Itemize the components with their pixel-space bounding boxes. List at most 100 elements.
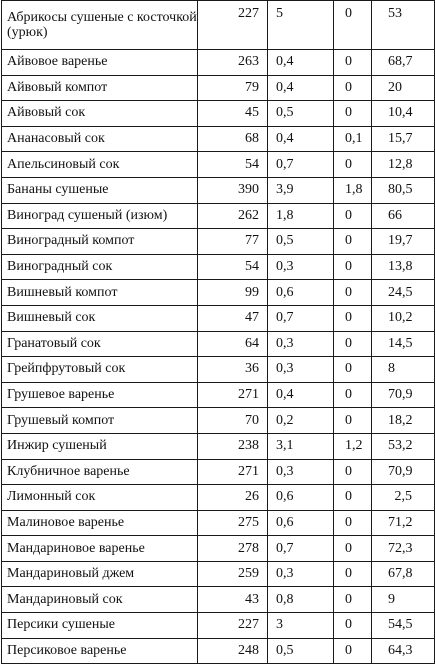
- value-cell-2: 0,3: [267, 253, 334, 281]
- table-row: Мандариновый сок 43 0,8 0 9: [1, 586, 435, 614]
- value-cell-3: 0: [333, 586, 372, 614]
- value-cell-4: 80,5: [371, 176, 435, 204]
- value-cell-2: 0,4: [267, 381, 334, 409]
- table-row: Клубничное варенье 271 0,3 0 70,9: [1, 458, 435, 486]
- table-row: Персики сушеные 227 3 0 54,5: [1, 612, 435, 639]
- product-name-cell: Гранатовый сок: [1, 330, 198, 358]
- value-cell-3: 0: [333, 49, 372, 76]
- value-cell-3: 0: [333, 74, 372, 102]
- value-cell-1: 390: [197, 176, 268, 204]
- table-row: Абрикосы сушеные с косточкой (урюк) 227 5 0…: [1, 0, 435, 50]
- table-row: Грушевое варенье 271 0,4 0 70,9: [1, 381, 435, 409]
- value-cell-3: 1,2: [333, 432, 372, 460]
- table-row: Мандариновое варенье 278 0,7 0 72,3: [1, 535, 435, 562]
- value-cell-4: 70,9: [371, 458, 435, 486]
- value-cell-2: 0,7: [267, 304, 334, 332]
- product-name-cell: Апельсиновый сок: [1, 151, 198, 178]
- value-cell-2: 0,6: [267, 484, 334, 511]
- table-row: Айвовое варенье 263 0,4 0 68,7: [1, 49, 435, 76]
- product-name-cell: Персики сушеные: [1, 612, 198, 639]
- product-name-cell: Инжир сушеный: [1, 432, 198, 460]
- value-cell-2: 5: [267, 0, 334, 50]
- table-row: Виноград сушеный (изюм) 262 1,8 0 66: [1, 202, 435, 230]
- value-cell-4: 70,9: [371, 381, 435, 409]
- value-cell-1: 43: [197, 586, 268, 614]
- value-cell-3: 0: [333, 458, 372, 486]
- product-name-cell: Малиновое варенье: [1, 509, 198, 537]
- value-cell-3: 0: [333, 228, 372, 255]
- value-cell-4: 9: [371, 586, 435, 614]
- table-row: Вишневый сок 47 0,7 0 10,2: [1, 304, 435, 332]
- value-cell-4: 53,2: [371, 432, 435, 460]
- value-cell-2: 0,6: [267, 509, 334, 537]
- table-row: Малиновое варенье 275 0,6 0 71,2: [1, 509, 435, 537]
- value-cell-1: 36: [197, 356, 268, 383]
- product-name-cell: Мандариновый сок: [1, 586, 198, 614]
- value-cell-2: 0,5: [267, 228, 334, 255]
- value-cell-3: 0: [333, 0, 372, 50]
- value-cell-1: 271: [197, 458, 268, 486]
- product-name-cell: Айвовый компот: [1, 74, 198, 102]
- table-row: Инжир сушеный 238 3,1 1,2 53,2: [1, 432, 435, 460]
- value-cell-4: 18,2: [371, 407, 435, 434]
- product-name-cell: Вишневый сок: [1, 304, 198, 332]
- value-cell-4: 71,2: [371, 509, 435, 537]
- table-row: Виноградный компот 77 0,5 0 19,7: [1, 228, 435, 255]
- value-cell-4: 72,3: [371, 535, 435, 562]
- value-cell-1: 262: [197, 202, 268, 230]
- value-cell-2: 0,4: [267, 125, 334, 153]
- value-cell-4: 10,4: [371, 100, 435, 127]
- table-row: Бананы сушеные 390 3,9 1,8 80,5: [1, 176, 435, 204]
- value-cell-2: 0,7: [267, 535, 334, 562]
- value-cell-2: 0,8: [267, 586, 334, 614]
- product-name-cell: Грушевый компот: [1, 407, 198, 434]
- value-cell-4: 54,5: [371, 612, 435, 639]
- table-row: Айвовый сок 45 0,5 0 10,4: [1, 100, 435, 127]
- value-cell-1: 54: [197, 253, 268, 281]
- value-cell-4: 2,5: [371, 484, 435, 511]
- table-row: Апельсиновый сок 54 0,7 0 12,8: [1, 151, 435, 178]
- value-cell-1: 79: [197, 74, 268, 102]
- value-cell-4: 67,8: [371, 560, 435, 588]
- value-cell-1: 47: [197, 304, 268, 332]
- table-row: Персиковое варенье 248 0,5 0 64,3: [1, 637, 435, 664]
- product-name-cell: Айвовый сок: [1, 100, 198, 127]
- value-cell-2: 0,6: [267, 279, 334, 306]
- value-cell-2: 0,5: [267, 100, 334, 127]
- table-row: Вишневый компот 99 0,6 0 24,5: [1, 279, 435, 306]
- value-cell-2: 3: [267, 612, 334, 639]
- value-cell-3: 0: [333, 330, 372, 358]
- value-cell-3: 0: [333, 304, 372, 332]
- value-cell-2: 0,5: [267, 637, 334, 664]
- value-cell-3: 0: [333, 100, 372, 127]
- value-cell-3: 0: [333, 560, 372, 588]
- table-row: Ананасовый сок 68 0,4 0,1 15,7: [1, 125, 435, 153]
- value-cell-3: 0: [333, 202, 372, 230]
- value-cell-2: 0,3: [267, 330, 334, 358]
- table-row: Лимонный сок 26 0,6 0 2,5: [1, 484, 435, 511]
- product-name-cell: Виноградный компот: [1, 228, 198, 255]
- value-cell-2: 3,9: [267, 176, 334, 204]
- value-cell-2: 0,4: [267, 49, 334, 76]
- value-cell-4: 10,2: [371, 304, 435, 332]
- value-cell-1: 26: [197, 484, 268, 511]
- value-cell-1: 64: [197, 330, 268, 358]
- value-cell-1: 238: [197, 432, 268, 460]
- value-cell-1: 68: [197, 125, 268, 153]
- table-row: Грушевый компот 70 0,2 0 18,2: [1, 407, 435, 434]
- value-cell-4: 24,5: [371, 279, 435, 306]
- value-cell-2: 0,4: [267, 74, 334, 102]
- value-cell-2: 0,3: [267, 458, 334, 486]
- value-cell-1: 54: [197, 151, 268, 178]
- value-cell-3: 0: [333, 484, 372, 511]
- value-cell-1: 263: [197, 49, 268, 76]
- product-name-cell: Ананасовый сок: [1, 125, 198, 153]
- value-cell-1: 227: [197, 612, 268, 639]
- value-cell-1: 70: [197, 407, 268, 434]
- value-cell-3: 0: [333, 279, 372, 306]
- value-cell-4: 20: [371, 74, 435, 102]
- product-name-cell: Бананы сушеные: [1, 176, 198, 204]
- value-cell-2: 3,1: [267, 432, 334, 460]
- value-cell-1: 45: [197, 100, 268, 127]
- value-cell-3: 0: [333, 637, 372, 664]
